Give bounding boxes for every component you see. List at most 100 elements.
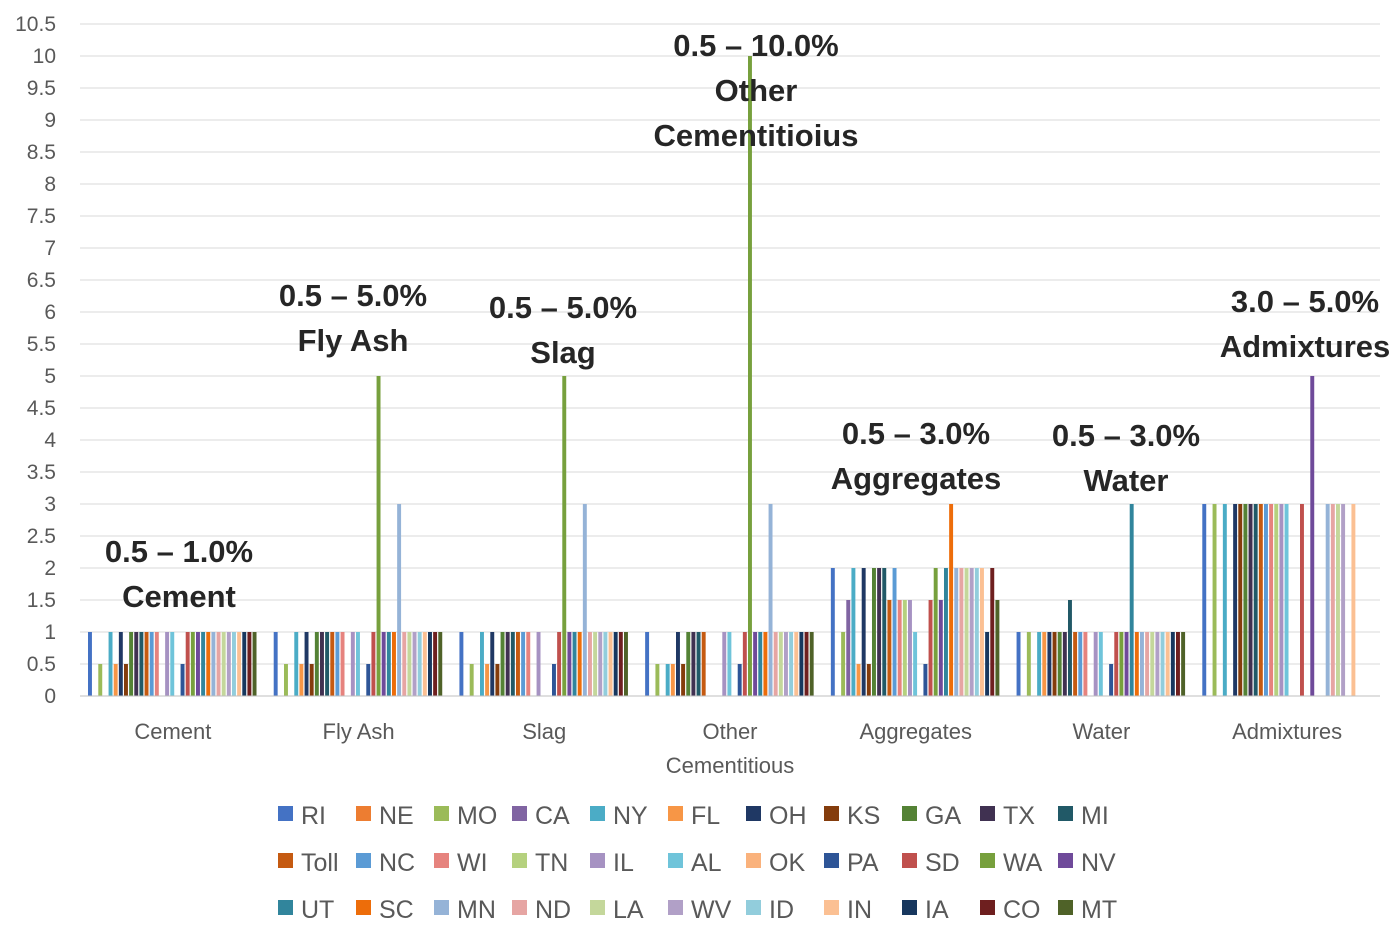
legend-swatch [356, 900, 371, 915]
legend-label: NC [379, 849, 415, 877]
bar-id-cement [232, 632, 236, 696]
bar-sd-slag [557, 632, 562, 696]
bar-ga-fly-ash [314, 632, 319, 696]
bar-wi-aggregates [897, 600, 902, 696]
bar-mo-slag [469, 664, 474, 696]
annotation-text: Aggregates [831, 461, 1002, 496]
annotation-text: Other [715, 73, 798, 108]
bar-al-cement [170, 632, 175, 696]
bar-ca-aggregates [846, 600, 851, 696]
annotation-admixtures: 3.0 – 5.0% Admixtures [1220, 284, 1391, 364]
bar-toll-fly-ash [330, 632, 335, 696]
bar-ga-slag [500, 632, 505, 696]
bar-fl-aggregates [856, 664, 861, 696]
bar-ga-other-cementitious [686, 632, 691, 696]
legend-swatch [434, 900, 449, 915]
bar-la-cement [221, 632, 226, 696]
bar-pa-water [1109, 664, 1114, 696]
bar-ut-cement [201, 632, 206, 696]
bar-sc-aggregates [949, 504, 954, 696]
bar-wi-fly-ash [340, 632, 345, 696]
legend-swatch [824, 900, 839, 915]
legend-label: NV [1081, 849, 1116, 877]
bar-la-other-cementitious [778, 632, 783, 696]
bar-nd-admixtures [1330, 504, 1335, 696]
bar-id-slag [603, 632, 608, 696]
legend-label: IN [847, 896, 872, 921]
bar-ny-fly-ash [294, 632, 299, 696]
y-tick-label: 1 [44, 621, 56, 644]
bar-ia-fly-ash [428, 632, 432, 696]
legend-label: AL [691, 849, 722, 877]
bar-oh-fly-ash [304, 632, 309, 696]
bar-nv-fly-ash [381, 632, 386, 696]
bar-in-cement [237, 632, 242, 696]
annotation-text: 3.0 – 5.0% [1231, 284, 1379, 319]
y-tick-label: 7.5 [27, 205, 56, 228]
legend-label: CO [1003, 896, 1041, 921]
legend-item-tn: TN [512, 849, 568, 877]
y-tick-label: 8.5 [27, 141, 56, 164]
y-tick-label: 1.5 [27, 589, 56, 612]
legend-label: IL [613, 849, 634, 877]
bar-wi-slag [526, 632, 531, 696]
annotation-water: 0.5 – 3.0% Water [1052, 418, 1200, 498]
bar-tx-cement [134, 632, 139, 696]
legend-swatch [746, 806, 761, 821]
bar-oh-slag [490, 632, 495, 696]
bar-ks-slag [495, 664, 500, 696]
legend-label: NE [379, 802, 414, 830]
legend-swatch [1058, 806, 1073, 821]
bar-in-aggregates [980, 568, 984, 696]
legend-swatch [746, 900, 761, 915]
y-tick-label: 3.5 [27, 461, 56, 484]
bar-in-admixtures [1351, 504, 1356, 696]
bar-in-slag [608, 632, 613, 696]
legend-item-mt: MT [1058, 896, 1117, 924]
legend-label: OH [769, 802, 807, 830]
bar-nc-admixtures [1264, 504, 1268, 696]
y-tick-label: 8 [44, 173, 56, 196]
y-axis-ticks: 0 0.5 1 1.5 2 2.5 3 3.5 4 4.5 5 5.5 6 6.5 7 7.5 8 8.5 9 9.5… [15, 13, 56, 708]
bar-la-slag [593, 632, 598, 696]
legend-item-sc: SC [356, 896, 414, 924]
legend-item-ne: NE [356, 802, 414, 830]
bar-ga-admixtures [1243, 504, 1248, 696]
legend-swatch [512, 900, 527, 915]
legend-swatch [902, 853, 917, 868]
y-tick-label: 6 [44, 301, 56, 324]
bar-co-other-cementitious [804, 632, 809, 696]
annotation-text: 0.5 – 5.0% [489, 290, 637, 325]
bar-co-slag [618, 632, 623, 696]
x-category-label: Cementitious [666, 753, 794, 778]
legend-item-nd: ND [512, 896, 571, 924]
legend-label: MN [457, 896, 496, 921]
bar-nc-aggregates [892, 568, 897, 696]
bar-pa-fly-ash [366, 664, 371, 696]
bar-al-aggregates [913, 632, 918, 696]
bar-nd-water [1145, 632, 1150, 696]
y-tick-label: 9 [44, 109, 56, 132]
legend-label: GA [925, 802, 961, 830]
bar-wa-cement [190, 632, 195, 696]
bar-tn-aggregates [902, 600, 907, 696]
annotation-text: Water [1084, 463, 1169, 498]
bar-pa-slag [552, 664, 556, 696]
legend-swatch [980, 806, 995, 821]
legend-item-ga: GA [902, 802, 961, 830]
legend-label: MT [1081, 896, 1117, 921]
legend-swatch [278, 806, 293, 821]
bar-wv-water [1155, 632, 1160, 696]
legend-item-ca: CA [512, 802, 570, 830]
bar-nv-slag [567, 632, 572, 696]
bar-ia-other-cementitious [799, 632, 804, 696]
bar-tx-admixtures [1248, 504, 1253, 696]
bar-nd-aggregates [959, 568, 964, 696]
legend-item-wv: WV [668, 896, 732, 924]
bar-group-other-cementitious [645, 56, 814, 696]
bar-sd-cement [185, 632, 190, 696]
bar-nv-other-cementitious [753, 632, 758, 696]
bar-mi-other-cementitious [696, 632, 701, 696]
bar-tn-admixtures [1274, 504, 1279, 696]
bar-ks-other-cementitious [681, 664, 686, 696]
